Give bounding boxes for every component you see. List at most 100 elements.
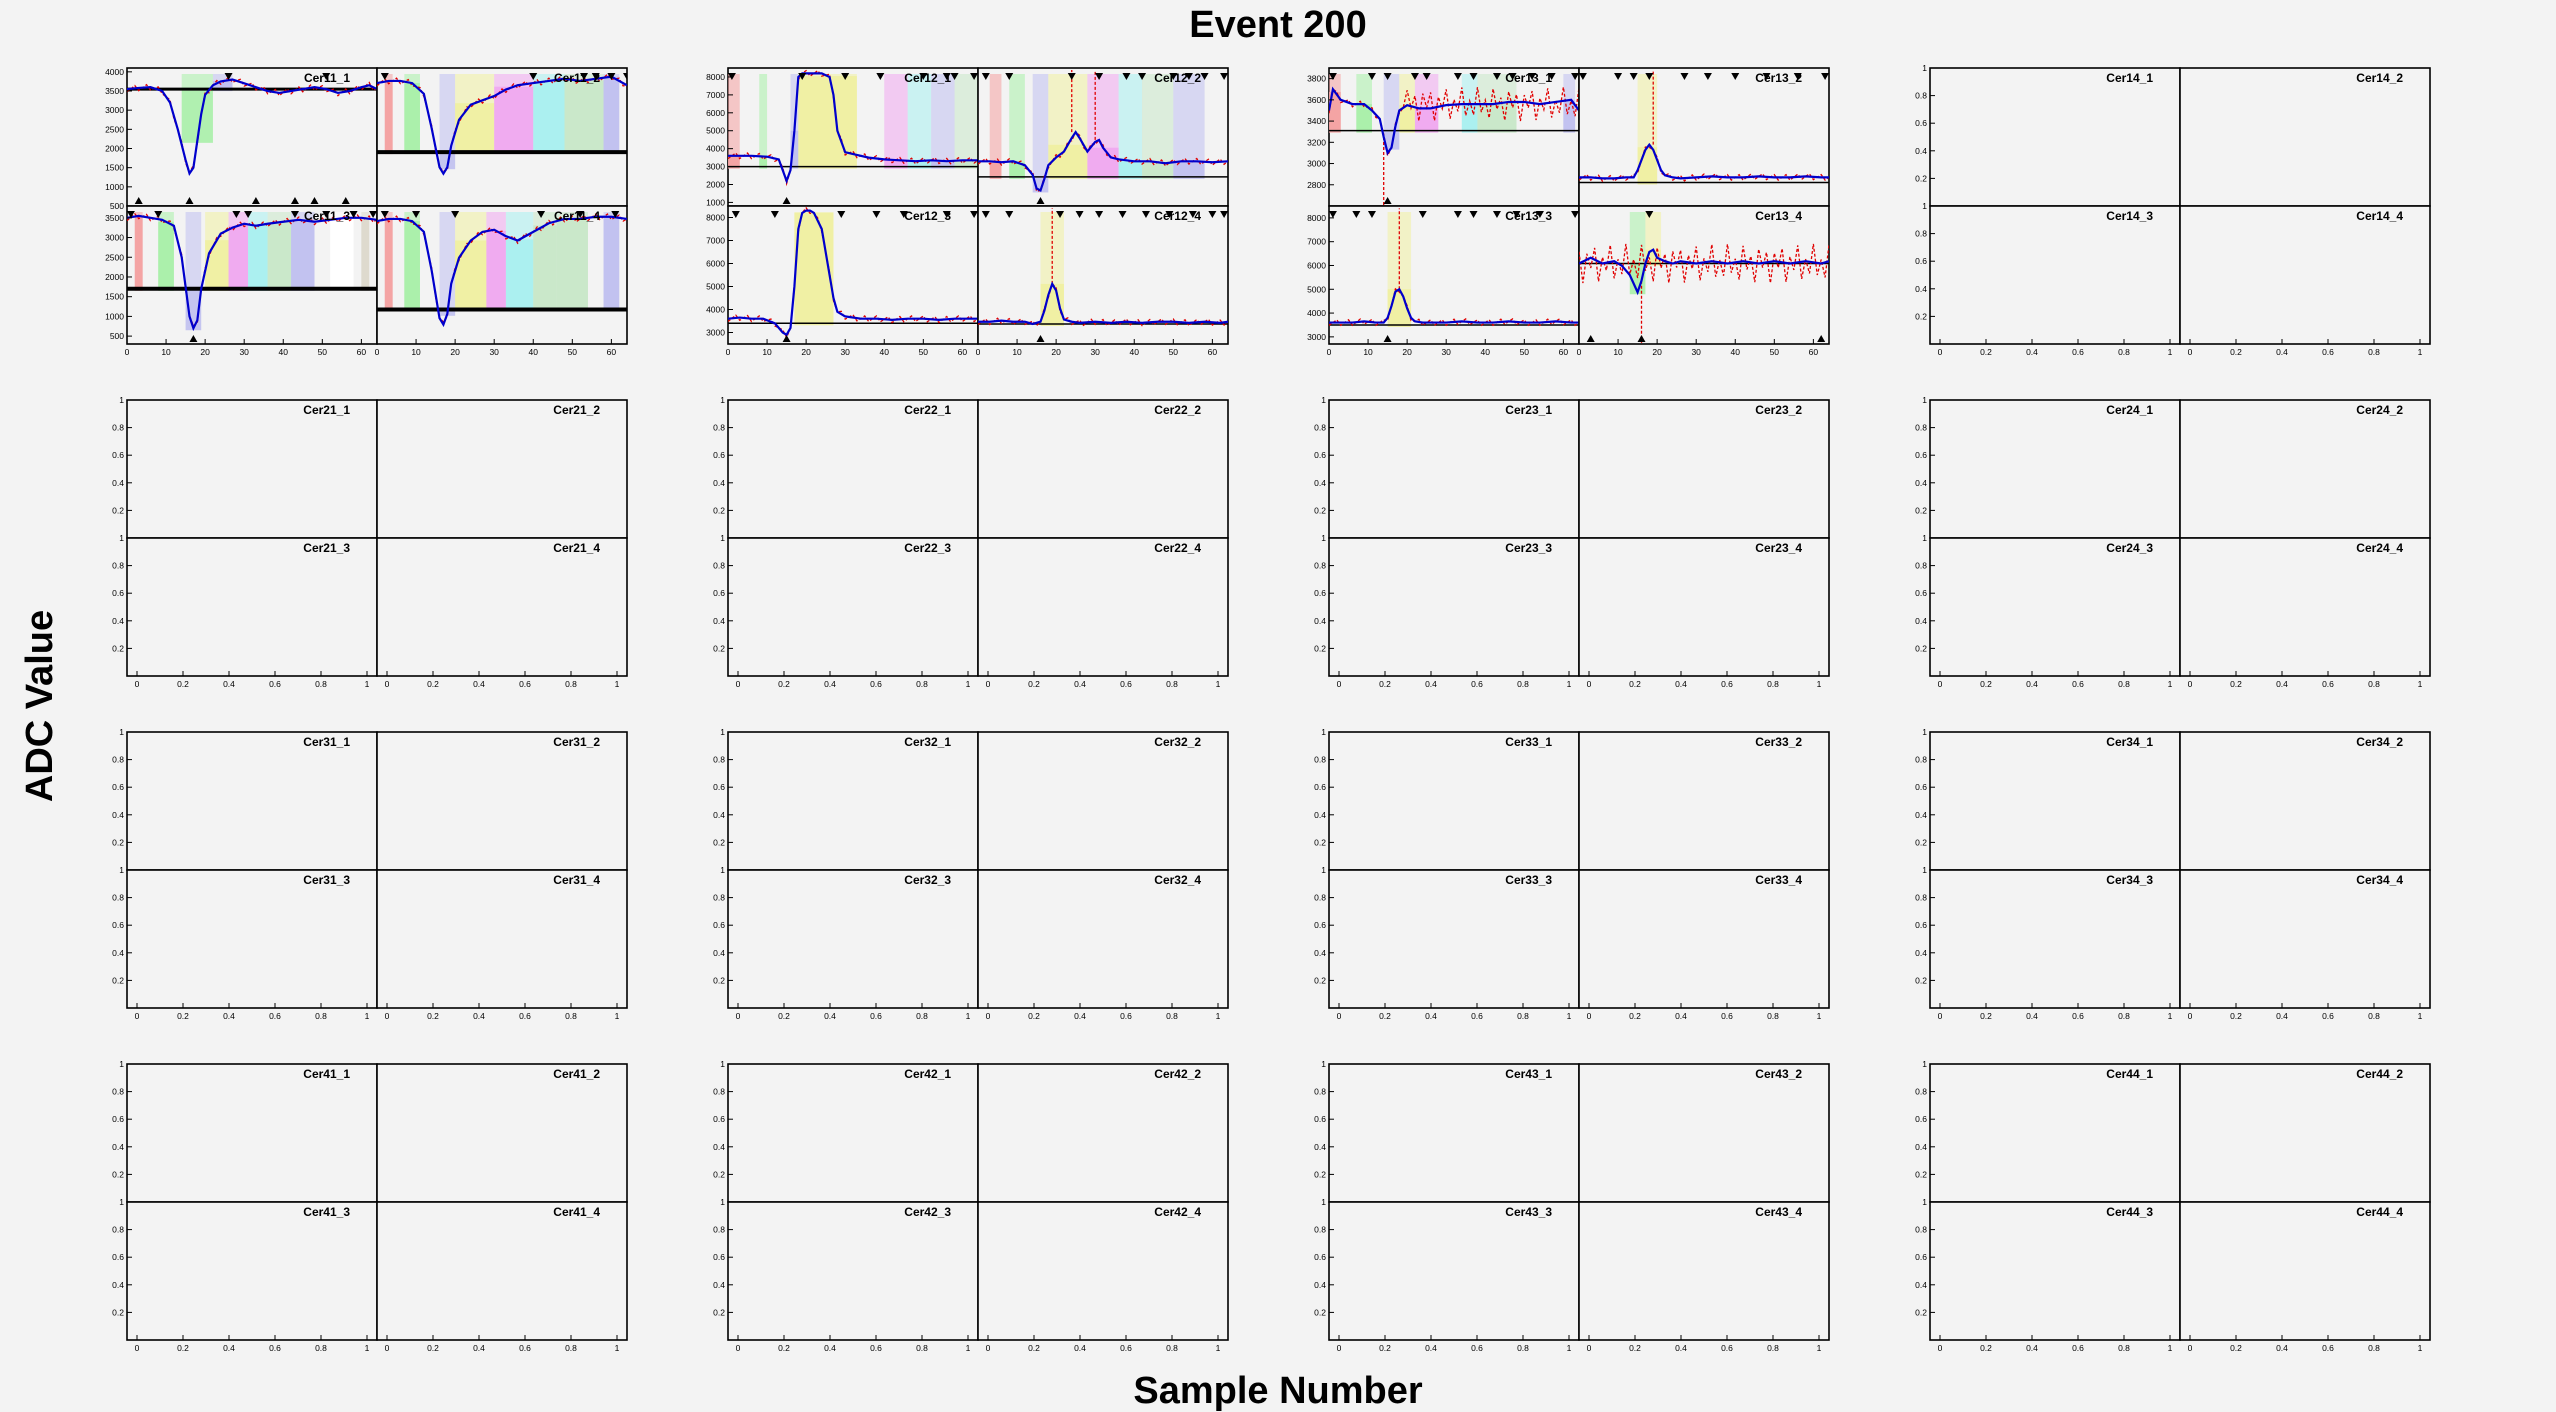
y-tick-label: 0.2 [1314, 1307, 1326, 1317]
panel-title: Cer42_2 [1154, 1067, 1201, 1081]
panel-cer23-1: 0.2 0.4 0.6 0.8 1 Cer23_1 [1314, 395, 1580, 539]
panel-frame [126, 537, 378, 677]
waveform-line [377, 215, 627, 328]
peak-marker [244, 211, 253, 218]
x-tick-label: 0.8 [1166, 1343, 1178, 1353]
panel-cer34-3: 0.2 0.4 0.6 0.8 1 0 0.2 0.4 0.6 0.8 1 Cer34_3 [1915, 865, 2181, 1021]
x-tick-label: 30 [489, 347, 499, 357]
panel-cer22-2: Cer22_2 [977, 399, 1229, 539]
waveform-line [1329, 86, 1579, 156]
band-shade [1438, 74, 1462, 131]
valley-marker [251, 197, 260, 204]
peak-marker [580, 73, 589, 80]
x-tick-label: 0.2 [778, 1011, 790, 1021]
x-tick-label: 0.2 [427, 1343, 439, 1353]
panel-cer34-4: 0 0.2 0.4 0.6 0.8 1 Cer34_4 [2179, 869, 2431, 1021]
panel-cer32-1: 0.2 0.4 0.6 0.8 1 Cer32_1 [713, 727, 979, 871]
x-tick-label: 50 [919, 347, 929, 357]
x-tick-label: 0.8 [1767, 1343, 1779, 1353]
peak-marker [837, 211, 846, 218]
x-tick-label: 0 [1938, 1011, 1943, 1021]
y-tick-label: 1 [1321, 865, 1326, 875]
x-tick-label: 60 [357, 347, 367, 357]
panel-cer11-1: 500 1000 1500 2000 2500 3000 3500 4000 Cer11_1 [105, 67, 378, 211]
panel-title: Cer22_1 [904, 403, 951, 417]
panel-cer41-3: 0.2 0.4 0.6 0.8 1 0 0.2 0.4 0.6 0.8 1 Cer41_3 [112, 1197, 378, 1353]
x-tick-label: 0.2 [1028, 1343, 1040, 1353]
panel-title: Cer44_4 [2356, 1205, 2403, 1219]
y-tick-label: 1 [1922, 201, 1927, 211]
y-tick-label: 0.2 [1915, 505, 1927, 515]
y-tick-label: 0.8 [112, 755, 124, 765]
y-tick-label: 0.8 [1915, 91, 1927, 101]
x-tick-label: 0.2 [1629, 1343, 1641, 1353]
x-tick-label: 0 [1337, 679, 1342, 689]
y-tick-label: 0.2 [713, 1169, 725, 1179]
x-tick-label: 0.2 [1980, 1011, 1992, 1021]
y-tick-label: 6000 [1307, 260, 1326, 270]
x-tick-label: 1 [1216, 1343, 1221, 1353]
panel-frame [1929, 205, 2181, 345]
x-tick-label: 0.2 [177, 1343, 189, 1353]
peak-marker [380, 211, 389, 218]
panel-cer41-4: 0 0.2 0.4 0.6 0.8 1 Cer41_4 [376, 1201, 628, 1353]
y-tick-label: 0.6 [713, 1252, 725, 1262]
x-tick-label: 0 [1587, 679, 1592, 689]
panel-cer22-3: 0.2 0.4 0.6 0.8 1 0 0.2 0.4 0.6 0.8 1 Cer22_3 [713, 533, 979, 689]
panel-cer44-3: 0.2 0.4 0.6 0.8 1 0 0.2 0.4 0.6 0.8 1 Cer44_3 [1915, 1197, 2181, 1353]
y-tick-label: 0.4 [1915, 810, 1927, 820]
band-shade [798, 74, 857, 167]
x-tick-label: 0.6 [269, 1011, 281, 1021]
y-tick-label: 1500 [105, 163, 124, 173]
x-tick-label: 0.8 [565, 1011, 577, 1021]
panel-cer42-1: 0.2 0.4 0.6 0.8 1 Cer42_1 [713, 1059, 979, 1203]
x-tick-label: 0.2 [778, 1343, 790, 1353]
x-tick-label: 0.6 [1721, 1011, 1733, 1021]
plot-area [728, 206, 978, 342]
panel-title: Cer32_3 [904, 873, 951, 887]
valley-marker [189, 335, 198, 342]
peak-marker [591, 73, 600, 80]
peak-marker [1075, 211, 1084, 218]
x-tick-label: 1 [2168, 347, 2173, 357]
panel-frame [727, 537, 979, 677]
panel-cer32-2: Cer32_2 [977, 731, 1229, 871]
panel-cer42-3: 0.2 0.4 0.6 0.8 1 0 0.2 0.4 0.6 0.8 1 Cer42_3 [713, 1197, 979, 1353]
band-shade [603, 74, 620, 153]
peak-marker [1645, 73, 1654, 80]
peak-marker [1453, 211, 1462, 218]
x-tick-label: 20 [1652, 347, 1662, 357]
y-tick-label: 0.2 [112, 505, 124, 515]
y-tick-label: 0.4 [1314, 948, 1326, 958]
x-tick-label: 0.8 [1517, 679, 1529, 689]
peak-marker [919, 73, 928, 80]
panel-title: Cer44_2 [2356, 1067, 2403, 1081]
x-tick-label: 10 [1363, 347, 1373, 357]
y-tick-label: 0.4 [112, 948, 124, 958]
panel-title: Cer12_3 [904, 209, 951, 223]
plot-area [127, 73, 377, 204]
panel-frame [1578, 537, 1830, 677]
panel-frame [126, 1201, 378, 1341]
y-tick-label: 0.8 [112, 893, 124, 903]
peak-marker [950, 73, 959, 80]
y-tick-label: 0.4 [1314, 1280, 1326, 1290]
x-tick-label: 1 [2168, 1011, 2173, 1021]
x-tick-label: 0.4 [223, 1011, 235, 1021]
x-tick-label: 0 [385, 1011, 390, 1021]
x-tick-label: 0.4 [2026, 679, 2038, 689]
peak-marker [970, 73, 978, 80]
valley-marker [134, 197, 143, 204]
x-tick-label: 0 [1577, 347, 1582, 357]
peak-marker [1067, 73, 1076, 80]
panel-frame [977, 537, 1229, 677]
y-tick-label: 1 [1922, 727, 1927, 737]
y-tick-label: 0.8 [1314, 755, 1326, 765]
panel-cer13-1: 2800 3000 3200 3400 3600 3800 Cer13_1 [1307, 67, 1580, 207]
x-tick-label: 30 [239, 347, 249, 357]
y-tick-label: 1 [720, 1197, 725, 1207]
x-tick-label: 1 [1216, 1011, 1221, 1021]
y-tick-label: 5000 [1307, 284, 1326, 294]
panel-cer22-4: 0 0.2 0.4 0.6 0.8 1 Cer22_4 [977, 537, 1229, 689]
panel-frame [1328, 869, 1580, 1009]
